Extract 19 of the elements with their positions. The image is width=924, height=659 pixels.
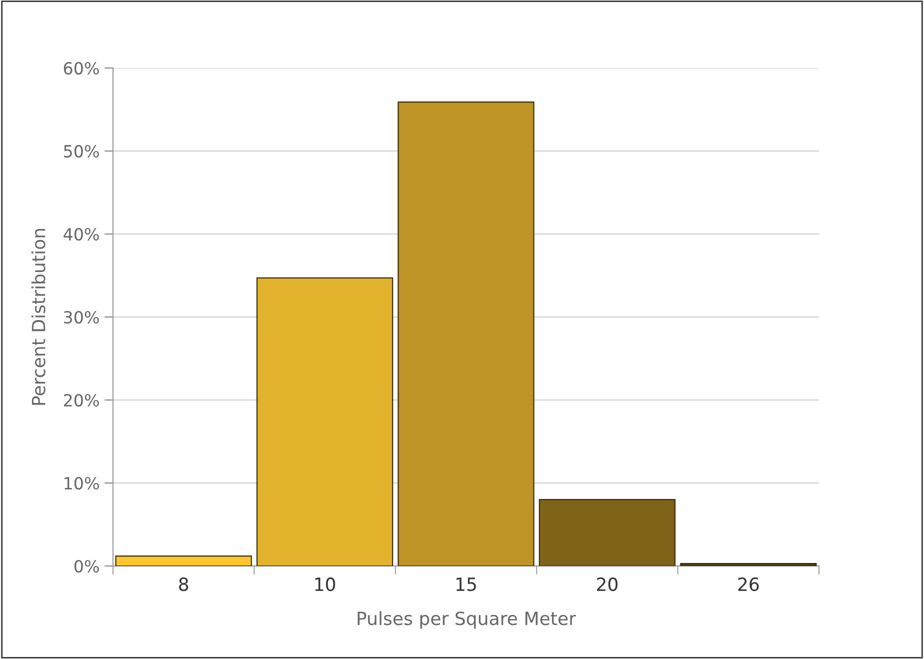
x-tick-label: 26 xyxy=(738,577,759,592)
bar xyxy=(256,277,394,566)
x-tick-label: 20 xyxy=(597,577,618,592)
y-tick-label: 30% xyxy=(64,310,99,324)
bar xyxy=(680,562,817,566)
y-tick-label: 50% xyxy=(64,144,99,158)
y-tick-label: 10% xyxy=(64,476,99,490)
y-tick-label: 20% xyxy=(64,394,99,407)
y-tick-label: 0% xyxy=(74,560,99,573)
y-tick-label: 60% xyxy=(64,62,99,75)
bar xyxy=(398,101,534,566)
bar xyxy=(115,555,252,566)
x-tick-label: 8 xyxy=(179,577,188,592)
y-axis-title: Percent Distribution xyxy=(31,229,46,405)
y-tick-label: 40% xyxy=(64,228,99,241)
x-tick-label: 10 xyxy=(315,577,336,592)
bar xyxy=(538,499,676,566)
x-axis-title: Pulses per Square Meter xyxy=(358,611,576,629)
x-tick-label: 15 xyxy=(456,578,476,592)
